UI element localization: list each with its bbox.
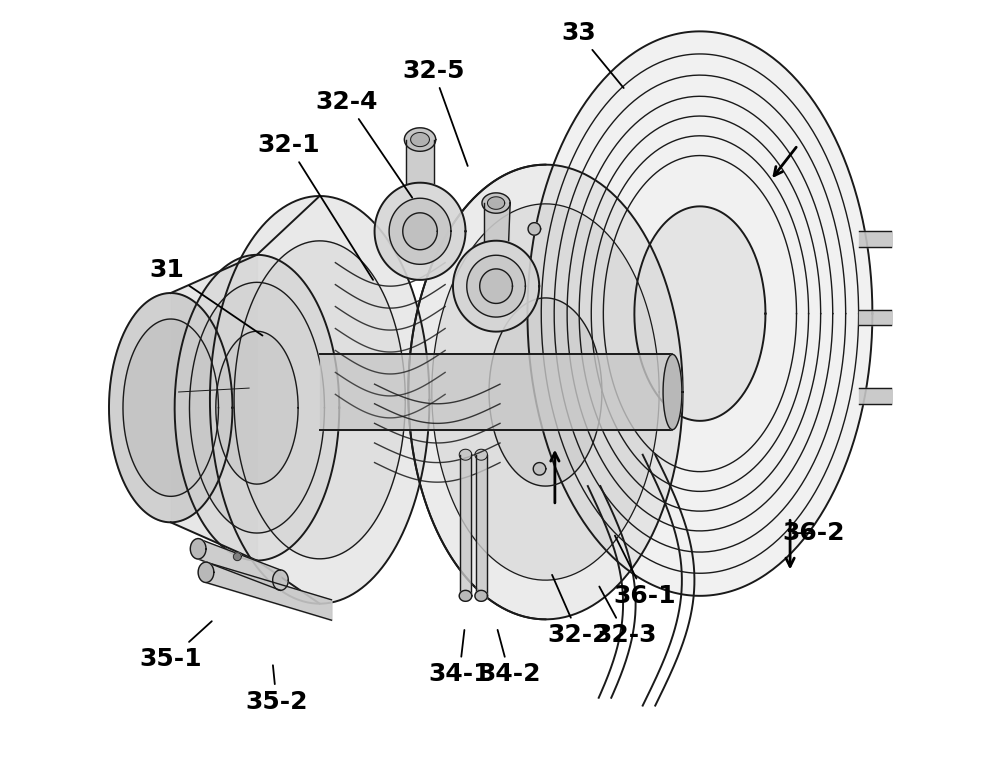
Polygon shape <box>663 354 682 430</box>
Polygon shape <box>475 449 487 460</box>
Polygon shape <box>175 255 339 561</box>
Polygon shape <box>432 204 659 580</box>
Polygon shape <box>411 132 429 147</box>
Polygon shape <box>453 241 539 332</box>
Polygon shape <box>403 212 437 250</box>
Text: 34-1: 34-1 <box>428 630 491 686</box>
Polygon shape <box>533 463 546 475</box>
Polygon shape <box>109 293 232 522</box>
Polygon shape <box>480 269 512 303</box>
Text: 32-1: 32-1 <box>257 133 373 280</box>
Polygon shape <box>210 196 429 604</box>
Text: 32-5: 32-5 <box>402 59 468 166</box>
Polygon shape <box>907 388 923 404</box>
Polygon shape <box>475 590 487 601</box>
Text: 33: 33 <box>561 21 624 88</box>
Polygon shape <box>459 590 472 601</box>
Text: 32-4: 32-4 <box>316 90 412 198</box>
Polygon shape <box>198 562 214 583</box>
Polygon shape <box>528 223 541 235</box>
Polygon shape <box>912 310 928 325</box>
Polygon shape <box>189 282 324 533</box>
Polygon shape <box>467 256 525 317</box>
Polygon shape <box>233 553 241 561</box>
Polygon shape <box>273 570 288 590</box>
Text: 32-2: 32-2 <box>547 575 610 647</box>
Polygon shape <box>123 319 218 496</box>
Polygon shape <box>489 298 602 486</box>
Text: 34-2: 34-2 <box>478 630 541 686</box>
Text: 36-2: 36-2 <box>782 521 845 545</box>
Polygon shape <box>634 206 765 421</box>
Polygon shape <box>527 31 872 596</box>
Polygon shape <box>459 449 472 460</box>
Polygon shape <box>375 183 466 280</box>
Text: 35-2: 35-2 <box>245 666 308 713</box>
Polygon shape <box>910 231 925 247</box>
Polygon shape <box>389 198 451 264</box>
Polygon shape <box>404 128 436 151</box>
Polygon shape <box>408 165 683 619</box>
Polygon shape <box>190 539 206 559</box>
Polygon shape <box>109 293 232 522</box>
Polygon shape <box>234 241 405 559</box>
Polygon shape <box>216 332 298 484</box>
Polygon shape <box>482 193 510 213</box>
Polygon shape <box>487 197 505 209</box>
Text: 36-1: 36-1 <box>614 535 676 608</box>
Text: 31: 31 <box>149 259 263 336</box>
Text: 35-1: 35-1 <box>139 621 212 670</box>
Text: 32-3: 32-3 <box>594 586 657 647</box>
